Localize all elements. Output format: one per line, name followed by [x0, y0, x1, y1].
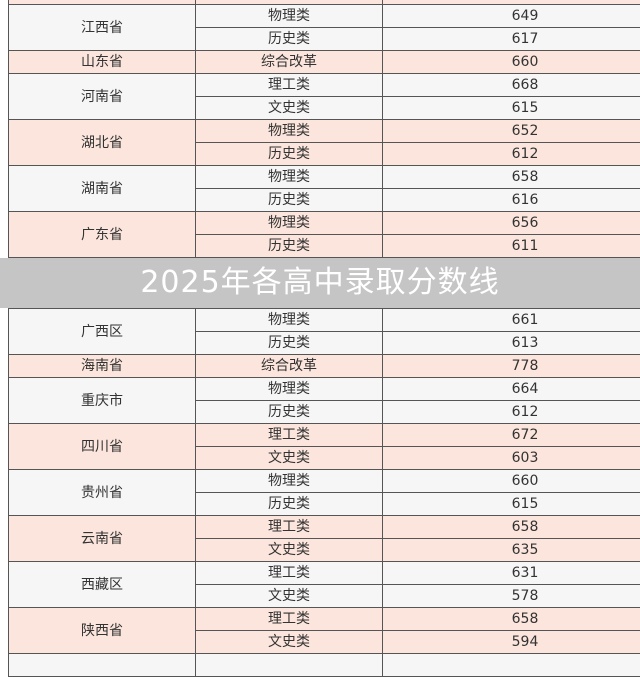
title-banner: 2025年各高中录取分数线 [0, 258, 640, 308]
subject-type-cell: 文史类 [196, 585, 383, 608]
score-cell: 603 [383, 447, 640, 470]
score-cell: 660 [383, 51, 640, 74]
score-cell [383, 654, 640, 677]
subject-type-cell: 理工类 [196, 608, 383, 631]
province-cell: 西藏区 [9, 562, 196, 608]
province-cell: 湖北省 [9, 120, 196, 166]
subject-type-cell: 综合改革 [196, 51, 383, 74]
score-cell: 656 [383, 212, 640, 235]
subject-type-cell: 文史类 [196, 97, 383, 120]
province-cell: 贵州省 [9, 470, 196, 516]
score-cell: 661 [383, 309, 640, 332]
province-cell: 江西省 [9, 5, 196, 51]
subject-type-cell: 物理类 [196, 309, 383, 332]
subject-type-cell: 历史类 [196, 28, 383, 51]
score-cell: 631 [383, 562, 640, 585]
subject-type-cell: 历史类 [196, 332, 383, 355]
province-cell: 陕西省 [9, 608, 196, 654]
page-title: 2025年各高中录取分数线 [140, 266, 499, 300]
score-cell: 658 [383, 516, 640, 539]
province-cell: 云南省 [9, 516, 196, 562]
score-cell: 616 [383, 189, 640, 212]
province-cell: 山东省 [9, 51, 196, 74]
table-row [9, 654, 640, 677]
subject-type-cell: 理工类 [196, 424, 383, 447]
subject-type-cell: 物理类 [196, 166, 383, 189]
province-cell: 河南省 [9, 74, 196, 120]
province-cell: 海南省 [9, 355, 196, 378]
subject-type-cell: 物理类 [196, 212, 383, 235]
subject-type-cell: 历史类 [196, 235, 383, 258]
subject-type-cell: 历史类 [196, 493, 383, 516]
subject-type-cell: 物理类 [196, 378, 383, 401]
score-cell: 615 [383, 493, 640, 516]
score-cell: 660 [383, 470, 640, 493]
province-cell: 湖南省 [9, 166, 196, 212]
score-cell: 617 [383, 28, 640, 51]
score-cell: 594 [383, 631, 640, 654]
subject-type-cell: 理工类 [196, 516, 383, 539]
score-cell: 672 [383, 424, 640, 447]
score-cell: 612 [383, 401, 640, 424]
subject-type-cell: 理工类 [196, 562, 383, 585]
subject-type-cell: 物理类 [196, 120, 383, 143]
score-cell: 649 [383, 5, 640, 28]
score-cell: 658 [383, 608, 640, 631]
score-cell: 635 [383, 539, 640, 562]
province-cell: 四川省 [9, 424, 196, 470]
score-cell: 652 [383, 120, 640, 143]
score-cell: 658 [383, 166, 640, 189]
score-cell: 668 [383, 74, 640, 97]
subject-type-cell: 历史类 [196, 189, 383, 212]
subject-type-cell: 历史类 [196, 401, 383, 424]
score-cell: 613 [383, 332, 640, 355]
subject-type-cell: 物理类 [196, 5, 383, 28]
score-cell: 578 [383, 585, 640, 608]
subject-type-cell [196, 654, 383, 677]
score-cell: 611 [383, 235, 640, 258]
subject-type-cell: 综合改革 [196, 355, 383, 378]
province-cell: 重庆市 [9, 378, 196, 424]
subject-type-cell: 物理类 [196, 470, 383, 493]
score-cell: 778 [383, 355, 640, 378]
subject-type-cell: 理工类 [196, 74, 383, 97]
subject-type-cell: 历史类 [196, 143, 383, 166]
score-cell: 615 [383, 97, 640, 120]
score-cell: 612 [383, 143, 640, 166]
province-cell [9, 654, 196, 677]
province-cell: 广西区 [9, 309, 196, 355]
subject-type-cell: 文史类 [196, 447, 383, 470]
score-cell: 664 [383, 378, 640, 401]
subject-type-cell: 文史类 [196, 539, 383, 562]
province-cell: 广东省 [9, 212, 196, 258]
subject-type-cell: 文史类 [196, 631, 383, 654]
